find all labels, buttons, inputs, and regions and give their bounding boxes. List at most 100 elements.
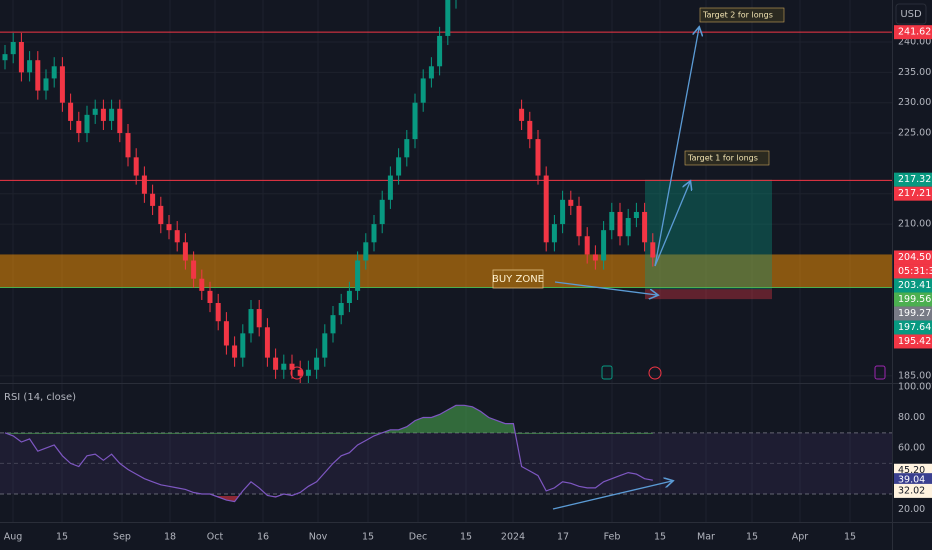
countdown: 05:31:36 [898,266,932,277]
y-tick-label: 225.00 [898,128,931,139]
earnings-icon[interactable] [874,365,886,380]
candle-body [404,139,410,158]
currency-button[interactable] [895,3,927,25]
candle-body [420,78,426,103]
earnings-icon[interactable] [601,365,613,380]
candle-body [68,102,74,121]
price-badge-label: 241.62 [898,27,931,38]
candle-body [330,315,336,334]
candle-body [240,333,246,358]
candle-body [256,309,262,328]
arrow-line [554,281,657,295]
candle-body [551,224,557,243]
price-badge [894,292,932,307]
candle-body [617,211,623,237]
x-tick-label: 16 [257,532,269,543]
price-badge-label: 217.32 [898,174,931,185]
candle-body [109,108,115,121]
drawings: BUY ZONE Target 1 for longs Target 2 for l… [290,7,886,510]
profit-zone [645,179,772,290]
y-tick-label: 230.00 [898,97,931,108]
price-badge-label: 199.27 [898,308,931,319]
candle-body [18,42,24,73]
candle-body [182,242,188,261]
rsi-tick-label: 80.00 [898,412,925,423]
earnings-icon[interactable] [290,366,304,380]
arrow-line [654,28,699,267]
x-tick-label: Sep [113,532,131,543]
candle-body [84,114,90,134]
candle-body [346,290,352,304]
price-badge [894,306,932,321]
candle-body [355,260,361,291]
y-tick-label: 240.00 [898,37,931,48]
candle-body [2,54,8,61]
candle-body [133,157,139,176]
x-tick-label: Nov [309,532,328,543]
rsi-tick-label: 100.00 [898,381,931,392]
x-tick-label: 15 [654,532,666,543]
candle-body [412,102,418,140]
x-tick-label: 2024 [501,532,525,543]
candle-body [207,290,213,304]
rsi-tick-label: 20.00 [898,504,925,515]
candle-body [141,175,147,194]
candle-body [560,199,566,225]
price-badge [894,278,932,293]
main-pane [0,0,892,383]
candle-body [363,242,369,261]
candle-body [27,60,33,73]
candle-body [445,0,451,36]
candle-body [379,199,385,225]
price-badge-label: 195.42 [898,336,931,347]
candle-body [223,321,229,346]
rsi-badge-label: 45.20 [898,465,925,476]
x-tick-label: 17 [557,532,569,543]
x-tick-label: 15 [362,532,374,543]
arrow-line [552,481,672,510]
candle-body [519,108,525,121]
annotation: Target 2 for longs [702,11,773,20]
price-badge [894,25,932,40]
candle-body [437,35,443,67]
rsi-band-fill [0,432,892,494]
candle-body [100,108,106,121]
x-tick-label: 15 [56,532,68,543]
candle-body [584,236,590,255]
split-icon[interactable] [648,366,662,380]
rsi-badge-label: 39.04 [898,475,925,486]
rsi-pane: RSI (14, close) 100.00 80.00 60.00 20.00 45.2… [0,381,932,515]
price-badge-label: 204.50 [898,252,931,263]
candle-body [51,66,57,79]
annotation-box [699,7,785,23]
candle-body [428,66,434,79]
annotation-box [684,150,770,166]
y-tick-label: 235.00 [898,67,931,78]
x-tick-label: Feb [604,532,621,543]
candle-body [166,224,172,231]
candle-body [215,303,221,322]
rsi-oversold-fill [215,496,279,502]
candle-body [633,211,639,219]
rsi-line [4,404,653,503]
candle-body [314,357,320,370]
candle-body [35,60,41,91]
x-tick-label: 15 [844,532,856,543]
candle-body [158,205,164,225]
x-tick-label: 15 [746,532,758,543]
candle-body [117,108,123,134]
candle-body [199,278,205,291]
stop-zone [645,289,772,300]
candle-body [289,363,295,370]
y-tick-label: 210.00 [898,219,931,230]
currency: USD [900,9,922,20]
candle-body [174,230,180,243]
buy-zone-label: BUY ZONE [492,274,544,285]
candle-body [371,224,377,243]
rsi-badge [894,483,932,498]
x-tick-label: Apr [792,532,809,543]
candle-body [150,193,156,206]
candle-body [601,230,607,261]
price-badge [894,172,932,187]
